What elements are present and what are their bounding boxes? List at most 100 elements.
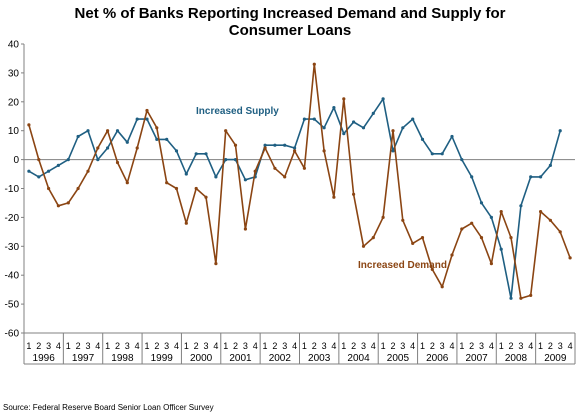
data-point <box>519 204 523 208</box>
data-point <box>135 117 139 121</box>
data-point <box>273 166 277 170</box>
quarter-tick-label: 3 <box>46 341 51 351</box>
data-point <box>37 175 41 179</box>
quarter-tick-label: 2 <box>509 341 514 351</box>
data-point <box>470 175 474 179</box>
data-point <box>401 126 405 130</box>
year-tick-label: 2009 <box>544 353 567 364</box>
data-point <box>184 172 188 176</box>
data-point <box>352 192 356 196</box>
year-tick-label: 1998 <box>111 353 134 364</box>
quarter-tick-label: 4 <box>528 341 533 351</box>
data-point <box>145 117 149 121</box>
quarter-tick-label: 1 <box>26 341 31 351</box>
data-point <box>361 126 366 130</box>
data-point <box>283 175 287 179</box>
data-point <box>145 108 149 113</box>
data-point <box>440 285 444 289</box>
quarter-tick-label: 4 <box>371 341 376 351</box>
data-point <box>361 244 366 248</box>
data-point <box>214 262 218 266</box>
data-point <box>115 160 120 165</box>
quarter-tick-label: 4 <box>253 341 258 351</box>
y-tick-label: -20 <box>5 213 20 224</box>
data-point <box>420 236 425 240</box>
y-axis-ticks: 40 30 20 10 0 -10 -20 -30 -40 -50 -60 <box>5 40 20 340</box>
data-point <box>391 149 395 153</box>
year-tick-label: 2008 <box>505 353 528 364</box>
quarter-tick-label: 3 <box>164 341 169 351</box>
quarter-tick-label: 2 <box>272 341 277 351</box>
year-tick-label: 2007 <box>465 353 488 364</box>
data-point <box>224 129 228 133</box>
data-point <box>263 146 267 150</box>
quarter-tick-label: 1 <box>263 341 268 351</box>
source-note: Source: Federal Reserve Board Senior Loa… <box>3 403 214 412</box>
data-point <box>233 158 238 162</box>
data-point <box>96 158 100 162</box>
data-point <box>539 210 543 214</box>
y-tick-label: -10 <box>5 184 20 195</box>
data-point <box>96 146 100 150</box>
quarter-tick-label: 1 <box>459 341 464 351</box>
data-point <box>106 129 110 133</box>
data-point <box>293 149 297 153</box>
data-point <box>342 132 346 136</box>
quarter-tick-label: 2 <box>469 341 474 351</box>
y-tick-label: -30 <box>5 242 20 253</box>
quarter-tick-label: 1 <box>538 341 543 351</box>
data-point <box>558 230 562 234</box>
series-line-increased-demand <box>28 63 571 300</box>
data-point <box>243 227 247 231</box>
quarter-tick-label: 3 <box>85 341 90 351</box>
quarter-tick-label: 2 <box>312 341 317 351</box>
quarter-tick-label: 1 <box>144 341 149 351</box>
data-point <box>27 123 31 127</box>
data-point <box>47 186 51 191</box>
y-tick-label: 10 <box>8 126 20 137</box>
data-point <box>332 106 336 110</box>
data-point <box>312 62 316 66</box>
data-point <box>312 117 316 121</box>
data-point <box>529 293 533 297</box>
data-point <box>381 215 385 219</box>
quarter-tick-label: 4 <box>135 341 140 351</box>
data-point <box>371 236 375 240</box>
data-point <box>430 267 434 271</box>
year-tick-label: 2000 <box>190 353 213 364</box>
quarter-tick-label: 3 <box>440 341 445 351</box>
data-point <box>450 253 454 257</box>
y-tick-label: -60 <box>5 329 20 340</box>
data-point <box>155 137 159 141</box>
data-point <box>243 178 247 182</box>
y-tick-label: 40 <box>8 40 20 51</box>
data-point <box>56 204 61 208</box>
quarter-tick-label: 4 <box>568 341 573 351</box>
quarter-tick-label: 4 <box>410 341 415 351</box>
quarter-tick-label: 1 <box>66 341 71 351</box>
data-point <box>86 169 90 173</box>
data-point <box>27 169 31 173</box>
quarter-tick-label: 4 <box>174 341 179 351</box>
data-point <box>391 129 395 133</box>
data-point <box>460 158 464 162</box>
data-point <box>509 236 513 240</box>
data-point <box>411 241 415 245</box>
data-point <box>430 152 434 156</box>
quarter-tick-label: 2 <box>76 341 81 351</box>
data-point <box>76 134 80 139</box>
data-point <box>460 227 464 231</box>
quarter-tick-label: 2 <box>36 341 41 351</box>
quarter-tick-label: 4 <box>489 341 494 351</box>
data-point <box>489 262 493 266</box>
year-tick-label: 2002 <box>269 353 292 364</box>
data-point <box>253 169 257 173</box>
data-point <box>86 129 90 133</box>
data-point <box>342 97 346 101</box>
data-point <box>332 195 336 199</box>
quarter-tick-label: 2 <box>548 341 553 351</box>
quarter-tick-label: 1 <box>105 341 110 351</box>
series-label-increased-supply: Increased Supply <box>196 106 279 117</box>
data-point <box>184 221 188 225</box>
data-point <box>470 221 474 225</box>
